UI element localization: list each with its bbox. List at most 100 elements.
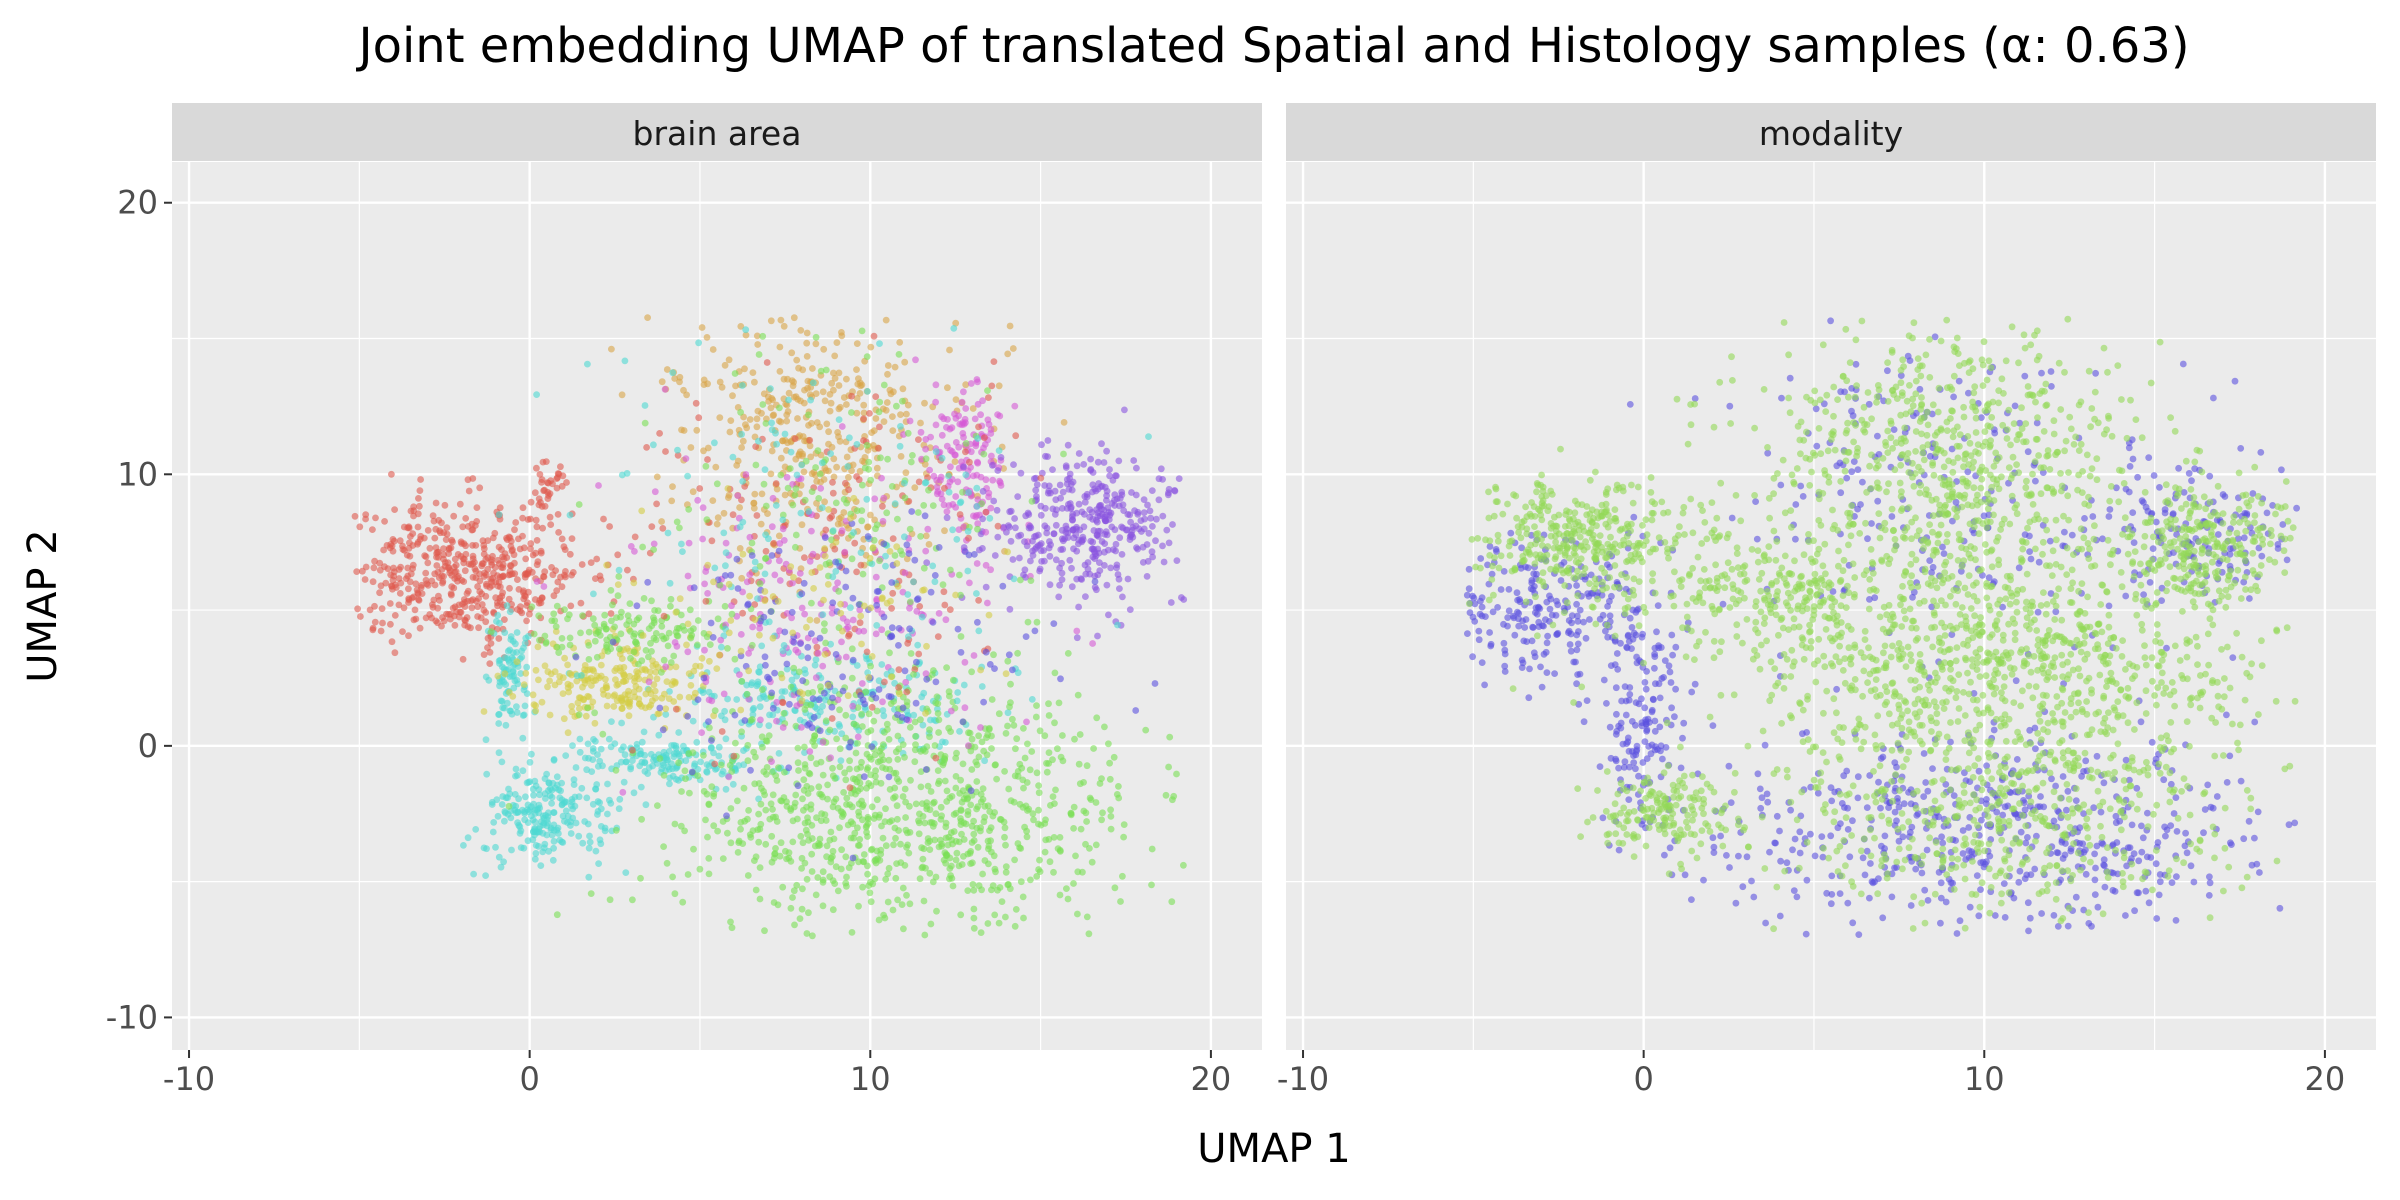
data-point — [698, 324, 706, 331]
data-point — [955, 862, 963, 870]
data-point — [833, 463, 840, 471]
data-point — [447, 615, 454, 623]
data-point — [1672, 643, 1680, 651]
data-point — [973, 560, 981, 567]
data-point — [1064, 441, 1072, 449]
data-point — [586, 838, 594, 846]
data-point — [863, 828, 870, 836]
data-point — [724, 485, 732, 492]
strip-background — [172, 103, 1262, 161]
data-point — [1001, 833, 1008, 841]
data-point — [591, 709, 598, 717]
data-point — [1146, 507, 1154, 515]
data-point — [798, 590, 806, 598]
data-point — [829, 489, 837, 497]
data-point — [1953, 930, 1961, 937]
data-point — [762, 661, 769, 669]
data-point — [997, 816, 1005, 823]
data-point — [684, 871, 692, 878]
data-point — [548, 800, 555, 807]
data-point — [777, 454, 785, 462]
data-point — [860, 851, 868, 858]
data-point — [636, 747, 644, 755]
data-point — [656, 755, 664, 762]
data-point — [941, 601, 949, 609]
data-point — [977, 827, 984, 835]
data-point — [605, 735, 613, 743]
data-point — [620, 672, 628, 679]
data-point — [631, 630, 639, 638]
data-point — [995, 710, 1003, 718]
data-point — [1025, 524, 1033, 532]
data-point — [813, 643, 821, 651]
data-point — [506, 584, 513, 592]
data-point — [620, 778, 628, 786]
strip-label: modality — [1759, 114, 1903, 153]
data-point — [978, 683, 986, 690]
data-point — [431, 570, 439, 578]
data-point — [455, 601, 463, 609]
data-point — [911, 758, 919, 766]
data-point — [468, 604, 476, 612]
data-point — [968, 668, 975, 676]
data-point — [749, 623, 756, 631]
data-point — [685, 694, 693, 701]
data-point — [879, 517, 887, 525]
data-point — [768, 832, 776, 840]
data-point — [550, 838, 558, 845]
data-point — [695, 339, 702, 347]
data-point — [713, 665, 721, 672]
data-point — [591, 637, 599, 645]
data-point — [711, 564, 719, 572]
data-point — [850, 494, 858, 502]
data-point — [848, 674, 856, 682]
data-point — [811, 742, 818, 749]
data-point — [769, 806, 776, 813]
data-point — [1103, 581, 1111, 589]
data-point — [1106, 472, 1113, 480]
data-point — [847, 604, 854, 612]
data-point — [768, 552, 776, 559]
data-point — [819, 662, 827, 670]
data-point — [784, 484, 792, 492]
data-point — [864, 870, 871, 878]
data-point — [495, 749, 503, 757]
data-point — [659, 726, 667, 734]
data-point — [809, 695, 817, 702]
data-point — [1036, 727, 1044, 735]
data-point — [873, 796, 881, 804]
data-point — [582, 712, 590, 720]
data-point — [640, 728, 648, 736]
data-point — [1070, 825, 1077, 832]
data-point — [795, 364, 802, 372]
data-point — [853, 722, 860, 729]
data-point — [1586, 616, 1593, 623]
data-point — [631, 533, 639, 541]
data-point — [933, 693, 941, 701]
data-point — [542, 640, 550, 647]
data-point — [964, 567, 972, 575]
data-point — [703, 334, 711, 341]
data-point — [897, 840, 904, 848]
data-point — [568, 535, 576, 542]
data-point — [494, 812, 502, 820]
data-point — [2082, 757, 2090, 765]
data-point — [971, 551, 978, 558]
data-point — [791, 491, 799, 499]
data-point — [956, 571, 963, 579]
data-point — [1119, 872, 1126, 880]
data-point — [966, 579, 973, 587]
data-point — [1888, 893, 1896, 901]
data-point — [1009, 556, 1017, 563]
data-point — [660, 748, 668, 756]
data-point — [787, 805, 795, 813]
data-point — [694, 641, 701, 649]
data-point — [982, 528, 990, 536]
data-point — [1076, 780, 1084, 788]
data-point — [917, 783, 925, 791]
data-point — [2240, 835, 2248, 843]
data-point — [912, 732, 919, 740]
data-point — [1023, 833, 1031, 841]
data-point — [512, 765, 520, 773]
data-point — [616, 795, 624, 803]
